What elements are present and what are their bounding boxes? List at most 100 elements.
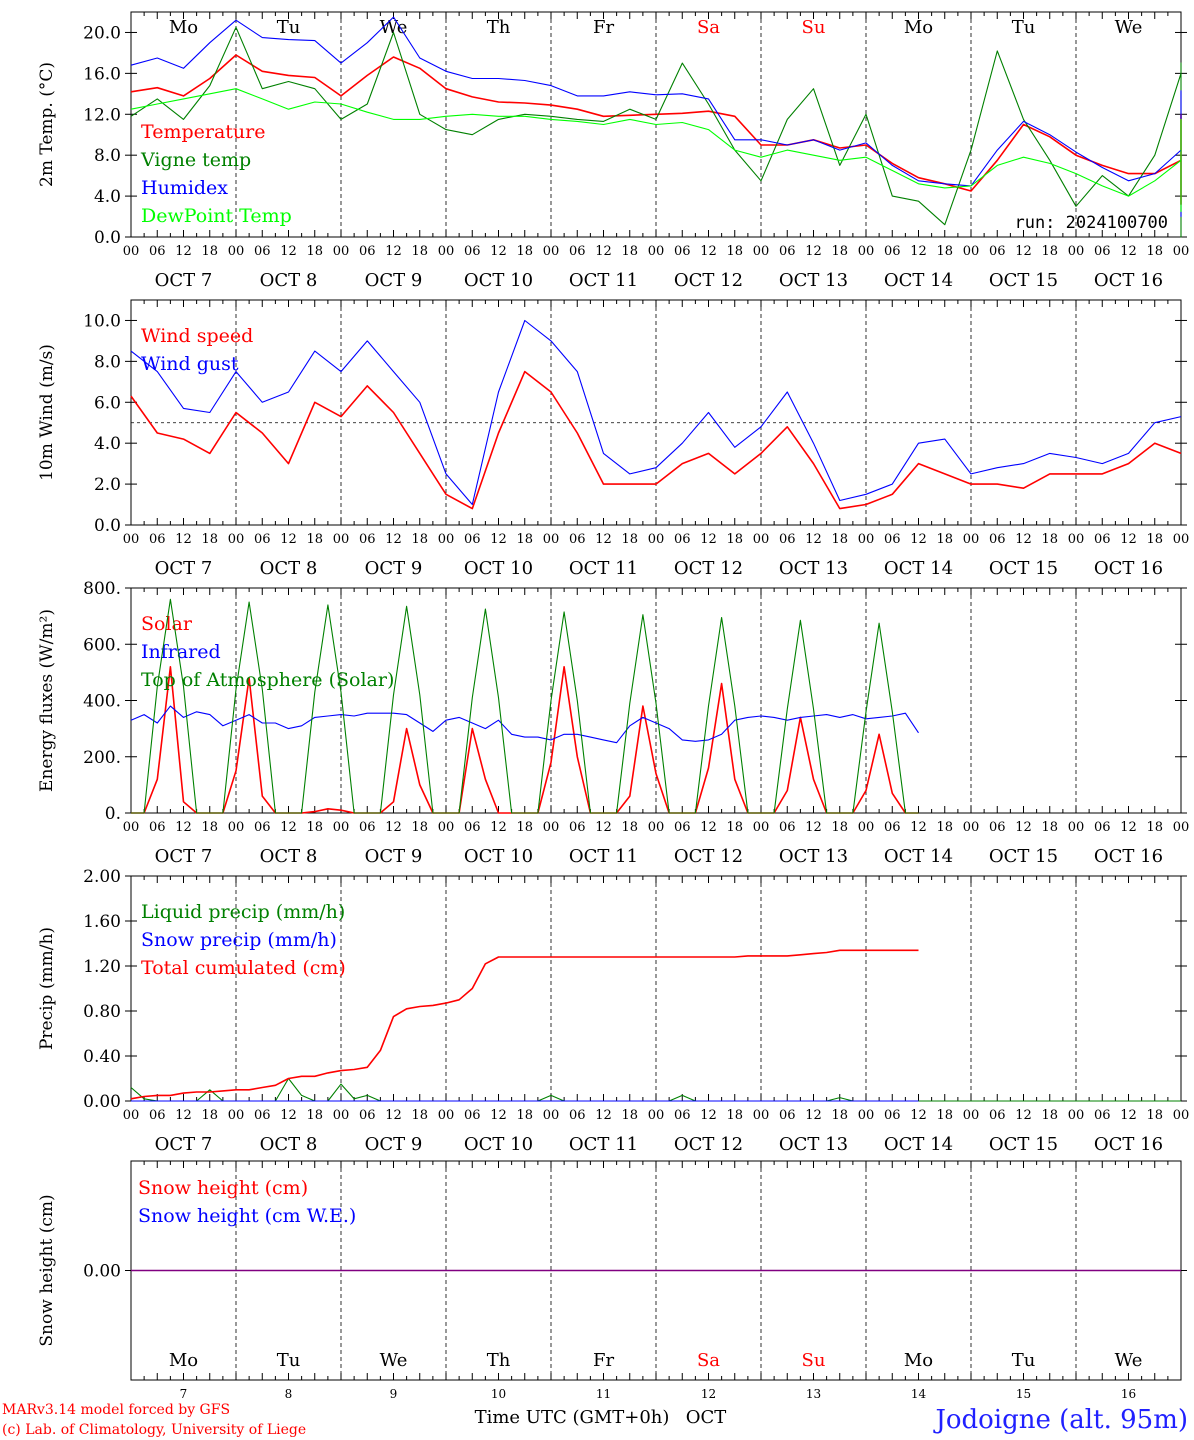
day-number-label: 15 [1016, 1387, 1031, 1401]
hour-label: 18 [621, 820, 638, 835]
hour-label: 00 [963, 820, 980, 835]
weekday-label: Mo [169, 17, 198, 38]
date-label: OCT 13 [779, 270, 848, 291]
hour-label: 06 [674, 820, 691, 835]
hour-label: 00 [438, 532, 455, 547]
hour-label: 18 [621, 532, 638, 547]
date-label: OCT 12 [674, 558, 743, 579]
hour-label: 06 [989, 244, 1006, 259]
run-label: run: 2024100700 [1014, 213, 1168, 233]
date-label: OCT 14 [884, 270, 953, 291]
y-tick-label: 2.0 [94, 475, 121, 495]
hour-label: 12 [595, 532, 612, 547]
hour-label: 00 [543, 532, 560, 547]
panel-2: 0.0 2.0 4.0 6.0 8.0 10.0 10m Wind (m/s) 00 06 12 1… [37, 299, 1189, 579]
y-axis-label: Energy fluxes (W/m²) [37, 609, 57, 792]
hour-label: 12 [805, 820, 822, 835]
hour-label: 06 [884, 244, 901, 259]
hour-label: 18 [726, 820, 743, 835]
hour-label: 18 [1041, 820, 1058, 835]
hour-label: 06 [359, 244, 376, 259]
hour-label: 06 [884, 1108, 901, 1123]
x-axis-label: Time UTC (GMT+0h) [475, 1407, 670, 1428]
legend-entry: Liquid precip (mm/h) [141, 901, 345, 923]
hour-label: 00 [228, 532, 245, 547]
hour-label: 00 [858, 532, 875, 547]
date-label: OCT 9 [365, 558, 423, 579]
weekday-label: Th [487, 17, 511, 38]
date-label: OCT 16 [1094, 846, 1163, 867]
hour-label: 12 [175, 532, 192, 547]
series-line-0 [130, 370, 1182, 510]
hour-label: 06 [359, 820, 376, 835]
y-tick-label: 400. [83, 692, 121, 712]
date-label: OCT 10 [464, 270, 533, 291]
date-label: OCT 12 [674, 1134, 743, 1155]
weekday-label: Mo [904, 17, 933, 38]
legend-entry: Temperature [141, 121, 265, 143]
date-label: OCT 9 [365, 846, 423, 867]
hour-label: 00 [1173, 244, 1190, 259]
hour-label: 06 [359, 532, 376, 547]
date-label: OCT 16 [1094, 558, 1163, 579]
weekday-label: Sa [697, 1350, 720, 1371]
hour-label: 18 [936, 1108, 953, 1123]
day-number-label: 12 [701, 1387, 716, 1401]
hour-label: 06 [884, 820, 901, 835]
weekday-label: Tu [277, 17, 301, 38]
hour-label: 00 [858, 1108, 875, 1123]
hour-label: 06 [989, 820, 1006, 835]
panel-5: 0.00 Snow height (cm) Mo Tu We Th Fr Sa Su Mo Tu We… [37, 1160, 1187, 1401]
date-label: OCT 14 [884, 846, 953, 867]
hour-label: 18 [1041, 244, 1058, 259]
series-line-3 [130, 88, 1182, 212]
panel-3: 0. 200. 400. 600. 800. Energy fluxes (W/m²) 00… [37, 579, 1189, 867]
y-tick-label: 2.00 [83, 867, 121, 887]
hour-label: 18 [201, 1108, 218, 1123]
day-number-label: 7 [180, 1387, 188, 1401]
hour-label: 18 [411, 532, 428, 547]
hour-label: 18 [936, 532, 953, 547]
weekday-label: Su [802, 1350, 826, 1371]
hour-label: 06 [674, 532, 691, 547]
y-tick-label: 4.0 [94, 187, 121, 207]
date-label: OCT 13 [779, 558, 848, 579]
hour-label: 06 [779, 244, 796, 259]
hour-label: 12 [805, 244, 822, 259]
hour-label: 00 [333, 244, 350, 259]
date-label: OCT 8 [260, 558, 318, 579]
hour-label: 12 [490, 820, 507, 835]
y-tick-label: 20.0 [83, 23, 121, 43]
hour-label: 12 [805, 532, 822, 547]
hour-label: 18 [936, 244, 953, 259]
hour-label: 18 [936, 820, 953, 835]
legend-entry: Top of Atmosphere (Solar) [141, 669, 394, 691]
hour-label: 00 [858, 244, 875, 259]
hour-label: 00 [963, 244, 980, 259]
date-label: OCT 13 [779, 1134, 848, 1155]
hour-label: 18 [1146, 820, 1163, 835]
hour-label: 12 [700, 820, 717, 835]
date-label: OCT 10 [464, 846, 533, 867]
series-line-1 [130, 705, 919, 744]
y-tick-label: 200. [83, 748, 121, 768]
hour-label: 18 [831, 820, 848, 835]
date-label: OCT 11 [569, 1134, 638, 1155]
panel-1: 0.0 4.0 8.0 12.0 16.0 20.0 2m Temp. (°C) 00 06 12… [37, 11, 1190, 291]
hour-label: 12 [280, 1108, 297, 1123]
legend-entry: Snow precip (mm/h) [141, 929, 337, 951]
day-number-label: 8 [285, 1387, 293, 1401]
hour-label: 12 [385, 1108, 402, 1123]
hour-label: 00 [648, 820, 665, 835]
hour-label: 12 [175, 820, 192, 835]
hour-label: 12 [910, 1108, 927, 1123]
hour-label: 12 [1120, 1108, 1137, 1123]
hour-label: 00 [1068, 244, 1085, 259]
hour-label: 18 [516, 532, 533, 547]
hour-label: 18 [1041, 1108, 1058, 1123]
hour-label: 18 [1146, 1108, 1163, 1123]
panel-4: 0.00 0.40 0.80 1.20 1.60 2.00 Precip (mm/h) 00 0… [37, 867, 1189, 1155]
weekday-label: Sa [697, 17, 720, 38]
y-tick-label: 8.0 [94, 146, 121, 166]
